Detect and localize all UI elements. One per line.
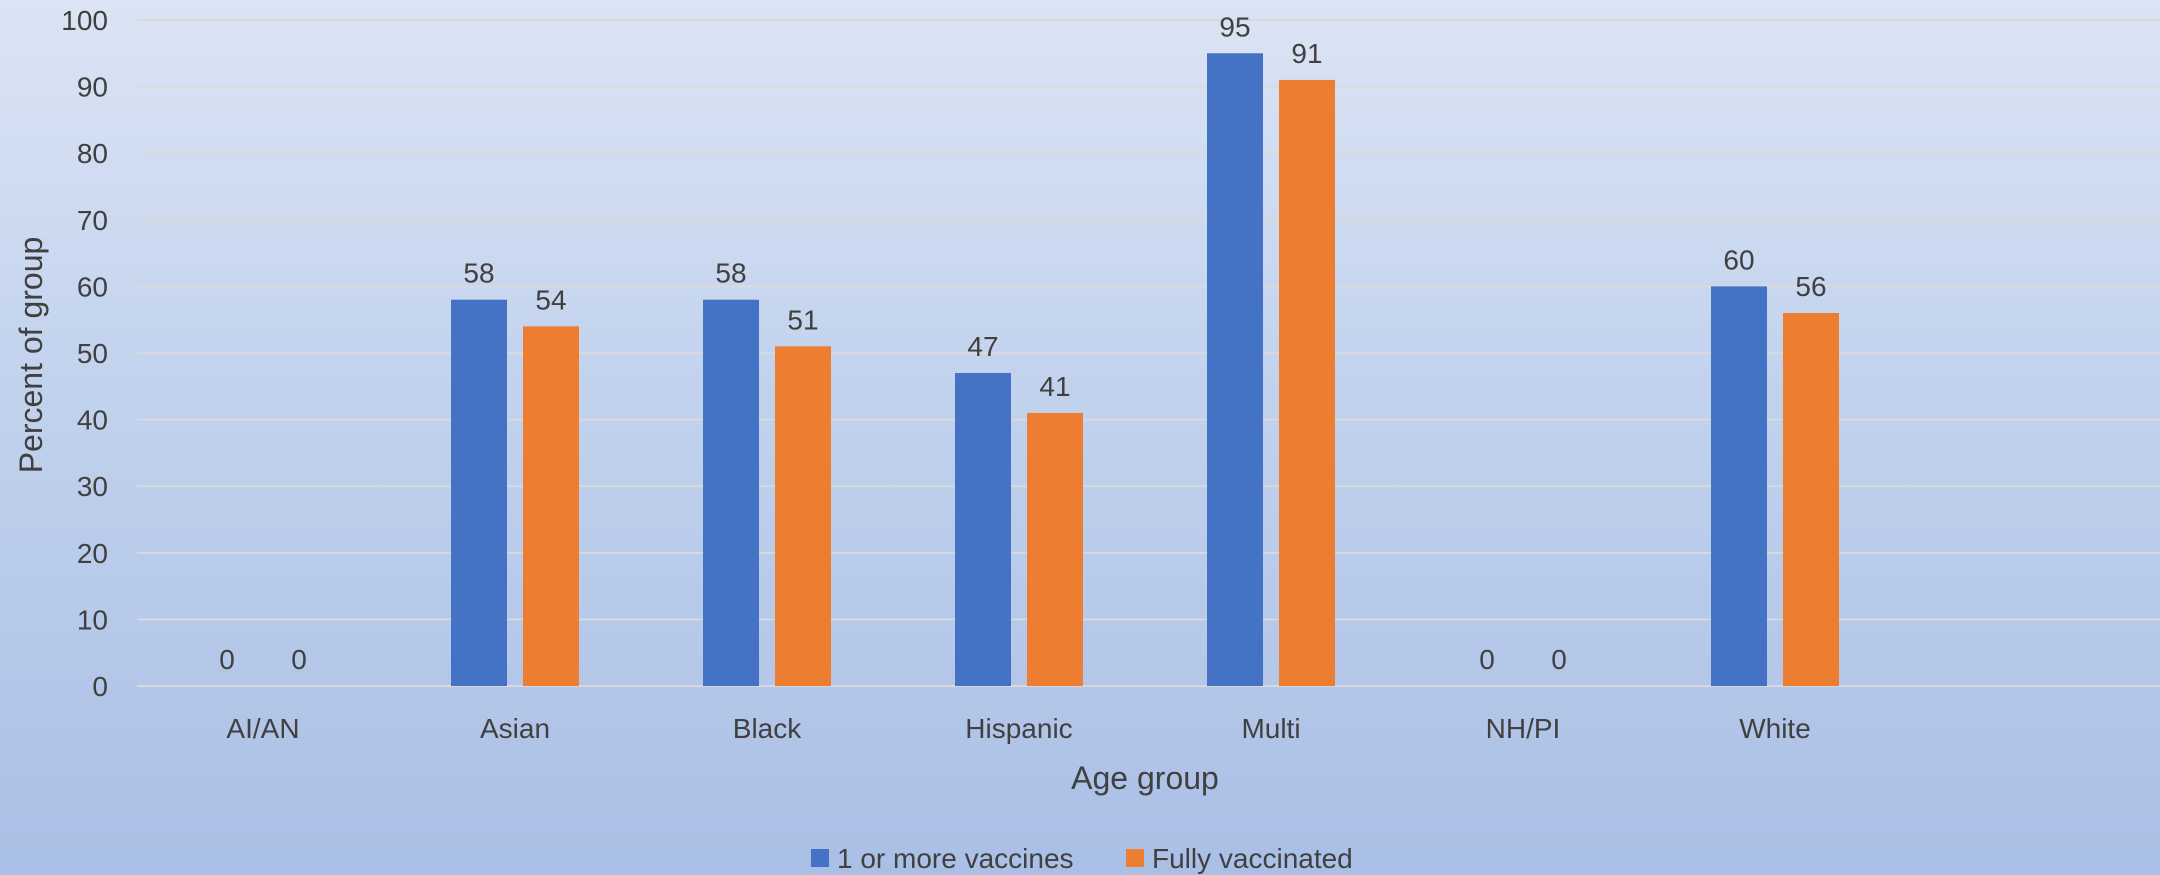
data-labels: 0 0 58 54 58 51 47 41 95 91 0 0 60 56 <box>219 11 1826 675</box>
y-tick-label: 0 <box>92 671 108 702</box>
gridlines <box>137 19 2160 687</box>
bars <box>451 53 1839 687</box>
x-category-label: White <box>1739 713 1811 744</box>
legend-swatch <box>1126 849 1144 867</box>
y-tick-label: 30 <box>77 471 108 502</box>
x-category-label: Hispanic <box>965 713 1072 744</box>
x-category-label: Multi <box>1241 713 1300 744</box>
y-tick-label: 90 <box>77 72 108 103</box>
y-tick-label: 20 <box>77 538 108 569</box>
data-label: 0 <box>1551 644 1567 675</box>
legend-label: 1 or more vaccines <box>837 843 1074 874</box>
y-tick-label: 10 <box>77 604 108 635</box>
data-label: 0 <box>291 644 307 675</box>
bar-one-or-more <box>703 299 759 686</box>
y-tick-label: 50 <box>77 338 108 369</box>
bar-one-or-more <box>1711 286 1767 686</box>
y-tick-label: 40 <box>77 405 108 436</box>
y-axis-ticks: 0 10 20 30 40 50 60 70 80 90 100 <box>61 5 108 702</box>
legend-swatch <box>811 849 829 867</box>
data-label: 95 <box>1219 11 1250 42</box>
bar-fully-vaccinated <box>523 326 579 686</box>
y-axis-title: Percent of group <box>13 237 49 474</box>
bar-fully-vaccinated <box>1027 412 1083 686</box>
y-tick-label: 70 <box>77 205 108 236</box>
data-label: 47 <box>967 331 998 362</box>
data-label: 0 <box>1479 644 1495 675</box>
data-label: 58 <box>463 258 494 289</box>
data-label: 91 <box>1291 38 1322 69</box>
x-category-label: Black <box>733 713 802 744</box>
bar-fully-vaccinated <box>1279 79 1335 686</box>
bar-one-or-more <box>1207 53 1263 687</box>
bar-fully-vaccinated <box>1783 313 1839 686</box>
data-label: 51 <box>787 304 818 335</box>
x-category-label: NH/PI <box>1486 713 1561 744</box>
x-axis-categories: AI/AN Asian Black Hispanic Multi NH/PI White <box>226 713 1810 744</box>
bar-fully-vaccinated <box>775 346 831 686</box>
bar-one-or-more <box>451 299 507 686</box>
bar-one-or-more <box>955 372 1011 686</box>
legend: 1 or more vaccines Fully vaccinated <box>811 843 1353 874</box>
data-label: 60 <box>1723 244 1754 275</box>
x-axis-title: Age group <box>1071 760 1219 796</box>
legend-label: Fully vaccinated <box>1152 843 1353 874</box>
data-label: 41 <box>1039 371 1070 402</box>
data-label: 56 <box>1795 271 1826 302</box>
data-label: 54 <box>535 284 566 315</box>
y-tick-label: 60 <box>77 271 108 302</box>
data-label: 58 <box>715 258 746 289</box>
y-tick-label: 100 <box>61 5 108 36</box>
y-tick-label: 80 <box>77 138 108 169</box>
data-label: 0 <box>219 644 235 675</box>
x-category-label: Asian <box>480 713 550 744</box>
x-category-label: AI/AN <box>226 713 299 744</box>
